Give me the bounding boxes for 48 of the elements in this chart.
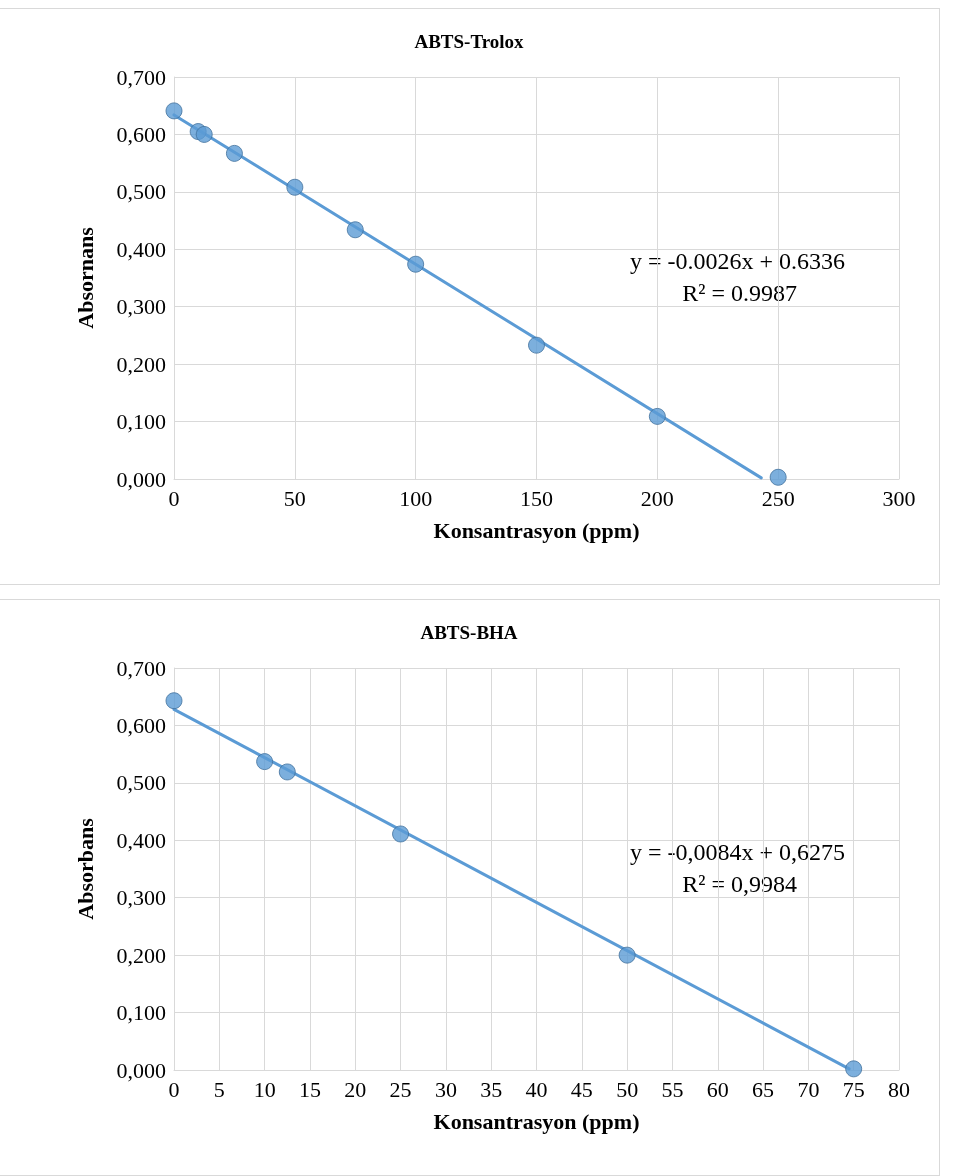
x-tick-label: 5 bbox=[213, 1076, 225, 1102]
x-tick-label: 15 bbox=[298, 1076, 321, 1102]
y-tick-label: 0,600 bbox=[116, 712, 166, 738]
chart-title: ABTS-BHA bbox=[420, 622, 518, 643]
y-tick-label: 0,100 bbox=[116, 1000, 166, 1026]
annotation: R² = 0.9987 bbox=[682, 280, 798, 306]
y-axis-title: Absorbans bbox=[72, 817, 98, 920]
x-tick-label: 60 bbox=[706, 1076, 729, 1102]
y-tick-label: 0,200 bbox=[116, 351, 166, 377]
y-tick-label: 0,200 bbox=[116, 942, 166, 968]
y-tick-label: 0,400 bbox=[116, 827, 166, 853]
x-tick-label: 0 bbox=[168, 1076, 180, 1102]
x-tick-label: 65 bbox=[752, 1076, 775, 1102]
x-tick-label: 50 bbox=[283, 485, 306, 511]
x-axis-title: Konsantrasyon (ppm) bbox=[433, 1108, 640, 1134]
y-tick-label: 0,000 bbox=[116, 1057, 166, 1083]
x-tick-label: 10 bbox=[253, 1076, 276, 1102]
x-tick-label: 40 bbox=[525, 1076, 548, 1102]
y-tick-label: 0,300 bbox=[116, 885, 166, 911]
annotation: y = -0,0084x + 0,6275 bbox=[629, 839, 845, 865]
x-tick-label: 200 bbox=[640, 485, 674, 511]
chart-title: ABTS-Trolox bbox=[414, 31, 525, 52]
x-tick-label: 35 bbox=[480, 1076, 503, 1102]
x-tick-label: 0 bbox=[168, 485, 180, 511]
y-tick-label: 0,500 bbox=[116, 179, 166, 205]
x-tick-label: 30 bbox=[434, 1076, 457, 1102]
x-tick-label: 70 bbox=[797, 1076, 820, 1102]
x-tick-label: 25 bbox=[389, 1076, 412, 1102]
y-tick-label: 0,600 bbox=[116, 121, 166, 147]
y-tick-label: 0,400 bbox=[116, 236, 166, 262]
x-tick-label: 50 bbox=[616, 1076, 639, 1102]
y-axis-title: Absornans bbox=[72, 226, 98, 329]
y-tick-label: 0,700 bbox=[116, 655, 166, 681]
y-tick-label: 0,100 bbox=[116, 409, 166, 435]
x-tick-label: 150 bbox=[520, 485, 553, 511]
x-tick-label: 100 bbox=[399, 485, 433, 511]
y-tick-label: 0,500 bbox=[116, 770, 166, 796]
x-tick-label: 55 bbox=[661, 1076, 684, 1102]
x-tick-label: 20 bbox=[344, 1076, 367, 1102]
x-tick-label: 250 bbox=[761, 485, 795, 511]
y-tick-label: 0,000 bbox=[116, 466, 166, 492]
x-tick-label: 80 bbox=[888, 1076, 910, 1102]
y-tick-label: 0,700 bbox=[116, 64, 166, 90]
x-tick-label: 45 bbox=[570, 1076, 593, 1102]
x-tick-label: 300 bbox=[882, 485, 916, 511]
y-tick-label: 0,300 bbox=[116, 294, 166, 320]
x-axis-title: Konsantrasyon (ppm) bbox=[433, 517, 640, 543]
x-tick-label: 75 bbox=[842, 1076, 865, 1102]
